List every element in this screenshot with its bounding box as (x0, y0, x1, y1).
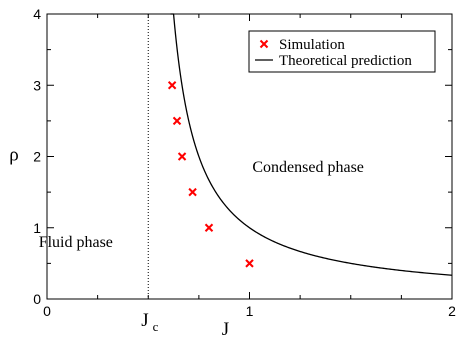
annotation-condensed-phase: Condensed phase (252, 159, 364, 176)
y-tick-label: 1 (33, 220, 41, 236)
x-tick-label: 2 (448, 303, 456, 319)
y-tick-label: 0 (33, 291, 41, 307)
theory-curve (170, 13, 453, 276)
simulation-point (204, 223, 214, 232)
marker-stroke (167, 81, 177, 90)
simulation-point (188, 187, 197, 197)
x-tick-label: 1 (246, 303, 254, 319)
y-tick-label: 2 (33, 149, 41, 165)
marker-stroke (245, 259, 254, 268)
jc-label: J c (141, 310, 158, 334)
legend-simulation-marker (259, 39, 269, 49)
simulation-point (172, 116, 182, 126)
marker-stroke (188, 187, 197, 197)
y-axis-label: ρ (9, 145, 18, 166)
jc-label-main: J (141, 310, 148, 331)
simulation-point (177, 152, 187, 161)
x-axis-label: J (222, 319, 229, 339)
x-tick-label: 0 (43, 303, 51, 319)
simulation-point (245, 259, 254, 268)
simulation-markers (167, 81, 254, 268)
legend-box (248, 30, 436, 73)
y-tick-label: 4 (33, 6, 41, 22)
marker-stroke (204, 223, 214, 232)
marker-stroke (177, 152, 187, 161)
legend-label-simulation: Simulation (279, 37, 345, 53)
axis-ticks (46, 13, 453, 300)
marker-stroke (172, 116, 182, 126)
legend: Simulation Theoretical prediction (248, 30, 436, 73)
y-tick-label: 3 (33, 77, 41, 93)
simulation-point (167, 81, 177, 90)
tick-labels: 0 1 2 0 1 2 3 4 (33, 6, 456, 319)
jc-label-sub: c (153, 319, 159, 334)
annotation-fluid-phase: Fluid phase (39, 234, 113, 251)
legend-label-theory: Theoretical prediction (279, 53, 412, 69)
marker-stroke (259, 39, 269, 49)
